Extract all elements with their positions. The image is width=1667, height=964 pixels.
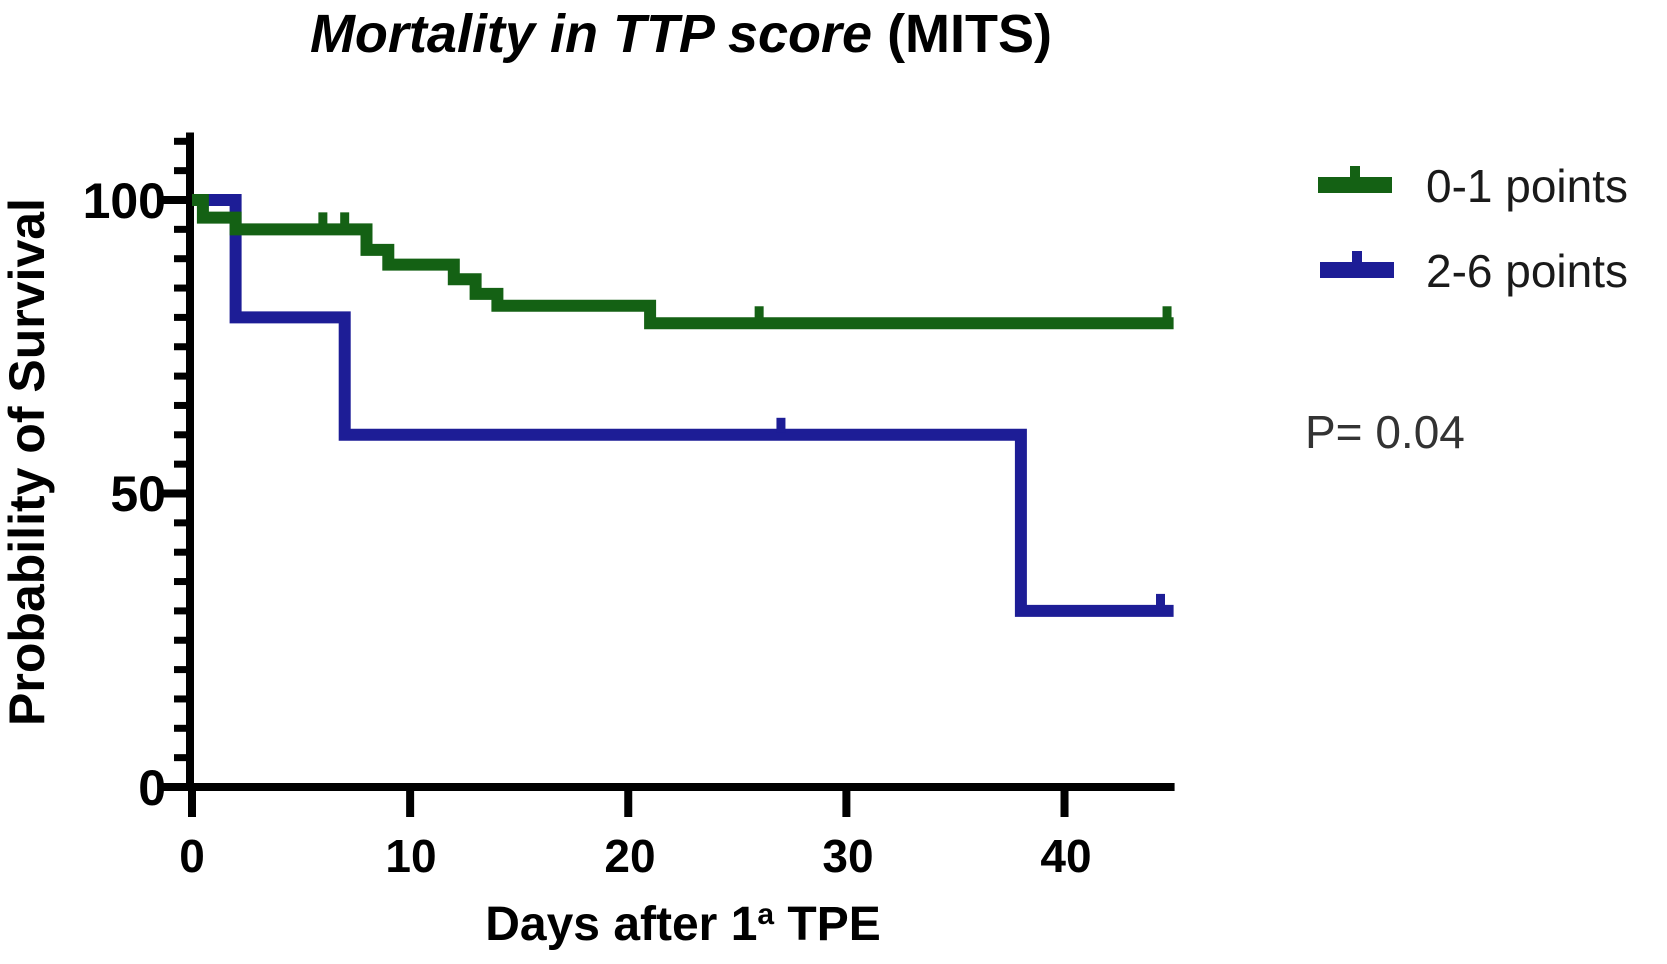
legend-swatch-blue bbox=[1320, 262, 1394, 278]
chart-title: Mortality in TTP score (MITS) bbox=[310, 4, 1052, 64]
chart-title-regular: (MITS) bbox=[872, 4, 1052, 64]
y-axis-title: Probability of Survival bbox=[0, 198, 55, 726]
legend-item-0-1-points: 0-1 points bbox=[1318, 160, 1628, 212]
legend-swatch-censor-tick-green bbox=[1350, 166, 1360, 178]
axes bbox=[162, 132, 1175, 817]
legend-swatch-censor-tick-blue bbox=[1352, 251, 1362, 263]
x-axis-title-superscript: a bbox=[757, 898, 774, 931]
survival-curve-0-1-points bbox=[192, 194, 1174, 330]
chart-title-italic: Mortality in TTP score bbox=[310, 4, 872, 64]
y-tick-label-50: 50 bbox=[110, 466, 166, 522]
p-value-annotation: P= 0.04 bbox=[1305, 406, 1465, 458]
x-tick-label-40: 40 bbox=[1040, 830, 1091, 882]
x-axis-title-suffix: TPE bbox=[774, 898, 881, 951]
x-axis-title: Days after 1a TPE bbox=[485, 898, 881, 951]
legend-item-2-6-points: 2-6 points bbox=[1320, 245, 1628, 297]
legend: 0-1 points 2-6 points bbox=[1318, 160, 1628, 297]
legend-label-0-1-points: 0-1 points bbox=[1426, 160, 1628, 212]
x-tick-label-20: 20 bbox=[604, 830, 655, 882]
x-tick-label-30: 30 bbox=[822, 830, 873, 882]
x-tick-label-10: 10 bbox=[385, 830, 436, 882]
survival-curves bbox=[192, 194, 1174, 617]
y-tick-label-100: 100 bbox=[83, 173, 166, 229]
y-tick-label-0: 0 bbox=[138, 760, 166, 816]
x-axis-title-prefix: Days after 1 bbox=[485, 898, 757, 951]
x-tick-label-0: 0 bbox=[179, 830, 205, 882]
legend-label-2-6-points: 2-6 points bbox=[1426, 245, 1628, 297]
legend-swatch-green bbox=[1318, 177, 1392, 193]
